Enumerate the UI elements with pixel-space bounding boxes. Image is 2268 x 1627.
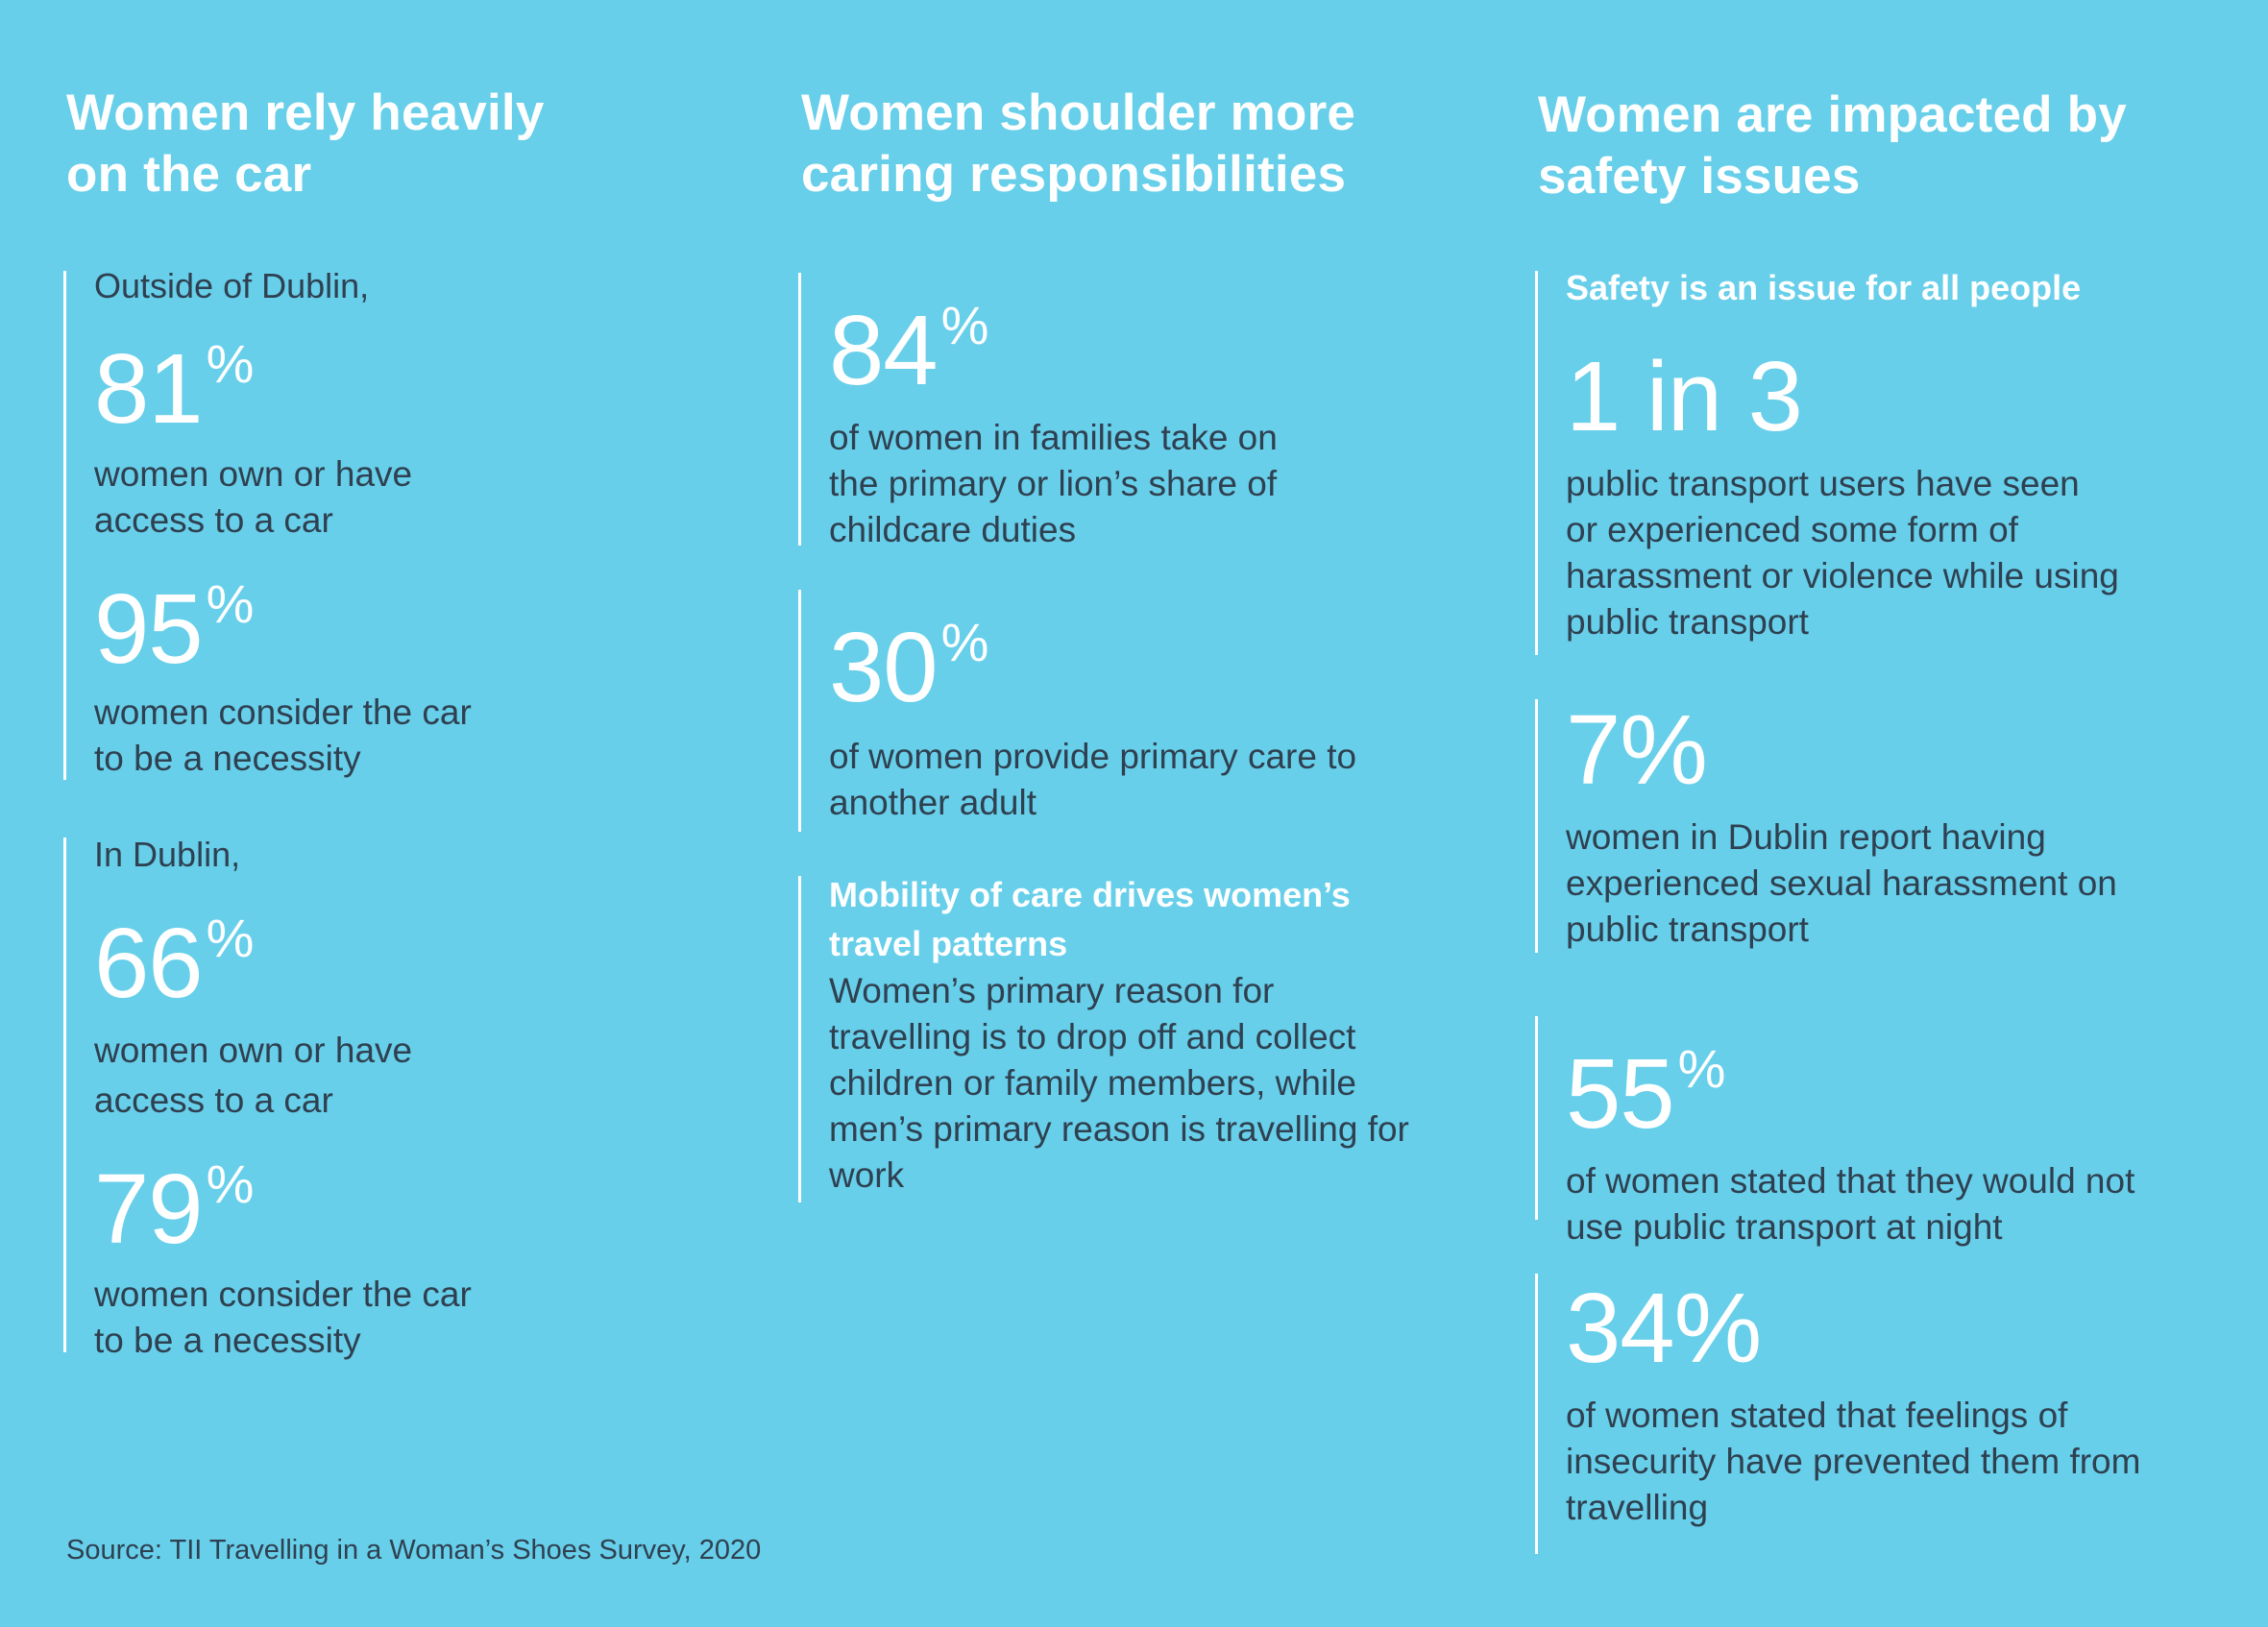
column-heading: Women are impacted by safety issues (1538, 86, 2127, 205)
stat-description: women in Dublin report having experience… (1566, 817, 2117, 949)
mobility-of-care-block: Mobility of care drives women’s travel p… (798, 875, 1409, 1202)
column-heading: Women rely heavily on the car (66, 85, 545, 203)
stat-value: 30% (829, 612, 988, 722)
intro-text: Outside of Dublin, (94, 266, 370, 305)
intro-text: In Dublin, (94, 835, 241, 874)
stat-value: 55% (1566, 1038, 1725, 1149)
childcare-stat-block: 84% of women in families take on the pri… (798, 273, 1278, 549)
stat-description: women consider the car to be a necessity (94, 692, 472, 778)
stat-description: women own or have access to a car (94, 454, 413, 540)
sexual-harassment-stat-block: 7% women in Dublin report having experie… (1535, 694, 2117, 953)
stat-value: 79% (94, 1153, 254, 1264)
stat-description: of women stated that feelings of insecur… (1566, 1396, 2141, 1527)
stat-value: 1 in 3 (1566, 341, 1803, 451)
stat-value: 95% (94, 573, 254, 684)
stat-description: women consider the car to be a necessity (94, 1275, 472, 1360)
column-heading: Women shoulder more caring responsibilit… (801, 85, 1356, 203)
stat-value: 34% (1566, 1273, 1762, 1383)
night-transport-stat-block: 55% of women stated that they would not … (1535, 1016, 2134, 1247)
stat-description: of women in families take on the primary… (829, 418, 1278, 549)
in-dublin-block: In Dublin, 66% women own or have access … (63, 835, 472, 1360)
stat-description: public transport users have seen or expe… (1566, 464, 2119, 642)
mobility-subhead: Mobility of care drives women’s travel p… (829, 875, 1351, 963)
source-note: Source: TII Travelling in a Woman’s Shoe… (66, 1535, 762, 1566)
stat-value: 81% (94, 333, 254, 444)
safety-subhead: Safety is an issue for all people (1566, 268, 2082, 307)
stat-value: 84% (829, 295, 988, 405)
stat-description: of women provide primary care to another… (829, 737, 1357, 822)
stat-description: of women stated that they would not use … (1566, 1161, 2135, 1247)
adult-care-stat-block: 30% of women provide primary care to ano… (798, 590, 1356, 832)
mobility-description: Women’s primary reason for travelling is… (829, 971, 1409, 1195)
outside-dublin-block: Outside of Dublin, 81% women own or have… (63, 267, 472, 780)
insecurity-stat-block: 34% of women stated that feelings of ins… (1535, 1274, 2140, 1554)
harassment-stat-block: Safety is an issue for all people 1 in 3… (1535, 268, 2119, 655)
stat-value: 7% (1566, 694, 1708, 805)
stat-value: 66% (94, 908, 254, 1018)
stat-description: women own or have access to a car (94, 1031, 413, 1120)
